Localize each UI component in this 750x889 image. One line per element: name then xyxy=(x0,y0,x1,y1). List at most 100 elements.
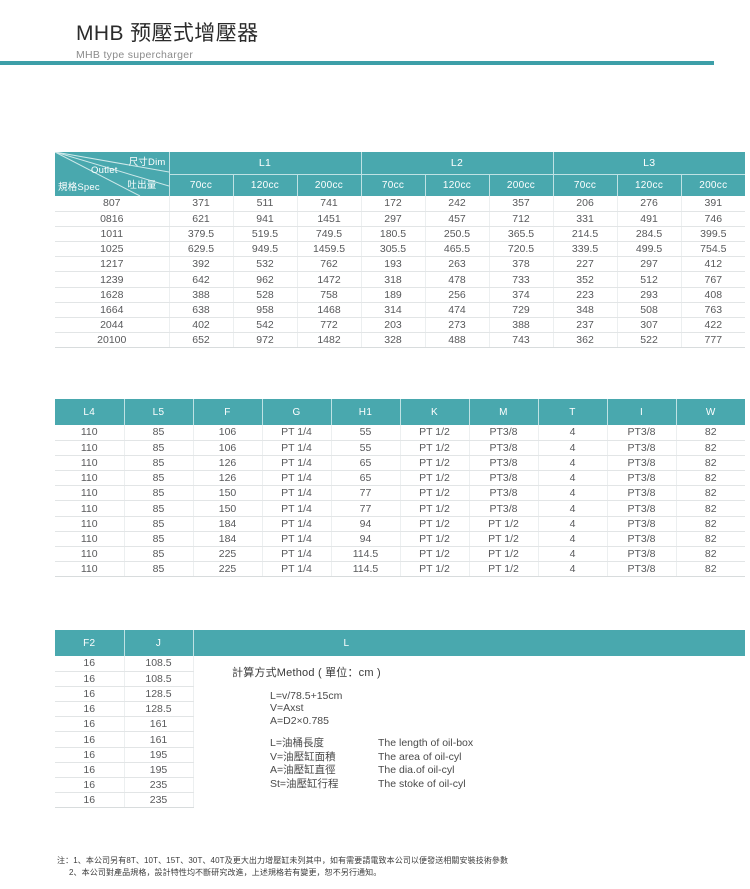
cell-dimension: 227 xyxy=(553,256,618,273)
cell-dimension: 391 xyxy=(681,196,746,212)
cell-k: PT 1/2 xyxy=(400,455,470,472)
table-row: 16 235 xyxy=(55,777,745,794)
cell-h1: 55 xyxy=(331,440,401,456)
cell-l4: 110 xyxy=(55,516,125,532)
cell-w: 82 xyxy=(676,546,745,563)
cell-l-spacer xyxy=(193,686,745,702)
cell-dimension: 743 xyxy=(489,332,554,349)
definition-zh: St=油壓缸行程 xyxy=(270,777,339,790)
cell-f2: 16 xyxy=(55,747,125,763)
cell-h1: 114.5 xyxy=(331,546,401,563)
cell-w: 82 xyxy=(676,561,745,578)
specs-table-header-row: L4 L5 F G H1 K M T I W xyxy=(55,399,745,425)
cell-dimension: 762 xyxy=(297,256,362,273)
table-row: 110 85 150 PT 1/4 77 PT 1/2 PT3/8 4 PT3/8 82 xyxy=(55,500,745,517)
cell-f: 106 xyxy=(193,440,263,456)
cell-dimension: 652 xyxy=(169,332,234,349)
title-block: MHB 预壓式增壓器 MHB type supercharger xyxy=(0,0,750,61)
cell-k: PT 1/2 xyxy=(400,516,470,532)
cell-i: PT3/8 xyxy=(607,425,677,441)
table-row: 20100 652 972 1482 328 488 743 362 522 777 xyxy=(55,332,746,349)
cell-l-spacer xyxy=(193,747,745,763)
cell-j: 128.5 xyxy=(124,701,194,718)
table-row: 16 128.5 xyxy=(55,686,745,703)
cell-w: 82 xyxy=(676,531,745,548)
cell-l4: 110 xyxy=(55,455,125,472)
table-row: 110 85 106 PT 1/4 55 PT 1/2 PT3/8 4 PT3/8 82 xyxy=(55,440,745,456)
cell-dimension: 1468 xyxy=(297,302,362,319)
cell-h1: 94 xyxy=(331,531,401,548)
table-row: 16 235 xyxy=(55,792,745,809)
cell-dimension: 474 xyxy=(425,302,490,319)
cell-dimension: 767 xyxy=(681,271,746,288)
cell-f: 126 xyxy=(193,455,263,472)
cell-dimension: 189 xyxy=(361,287,426,303)
footnote-line-1: 注：1、本公司另有8T、10T、15T、30T、40T及更大出力增壓缸未列其中，… xyxy=(57,856,509,865)
cell-m: PT3/8 xyxy=(469,455,539,472)
header-f: F xyxy=(193,399,263,425)
cell-dimension: 318 xyxy=(361,271,426,288)
table-row: 16 108.5 xyxy=(55,656,745,672)
cell-dimension: 273 xyxy=(425,317,490,334)
group-header-l2: L2 xyxy=(361,152,554,174)
cell-dimension: 1472 xyxy=(297,271,362,288)
cell-h1: 65 xyxy=(331,470,401,487)
cell-l4: 110 xyxy=(55,500,125,517)
cell-dimension: 522 xyxy=(617,332,682,349)
cell-dimension: 488 xyxy=(425,332,490,349)
cell-j: 235 xyxy=(124,777,194,794)
cell-dimension: 777 xyxy=(681,332,746,349)
table-row: 1239 642 962 1472 318 478 733 352 512 767 xyxy=(55,271,746,288)
cell-spec: 20100 xyxy=(55,332,170,349)
cell-i: PT3/8 xyxy=(607,546,677,563)
cell-dimension: 519.5 xyxy=(233,226,298,243)
cell-g: PT 1/4 xyxy=(262,546,332,563)
cell-m: PT3/8 xyxy=(469,485,539,502)
cell-k: PT 1/2 xyxy=(400,500,470,517)
cell-k: PT 1/2 xyxy=(400,546,470,563)
method-definition-row: St=油壓缸行程 The stoke of oil-cyl xyxy=(270,778,473,792)
cell-dimension: 352 xyxy=(553,271,618,288)
cell-dimension: 754.5 xyxy=(681,241,746,258)
specs-table-body: 110 85 106 PT 1/4 55 PT 1/2 PT3/8 4 PT3/8 82 110 85… xyxy=(55,425,745,578)
table-row: 110 85 106 PT 1/4 55 PT 1/2 PT3/8 4 PT3/8 82 xyxy=(55,425,745,441)
subheader-l2-200cc: 200cc xyxy=(489,173,554,196)
cell-w: 82 xyxy=(676,485,745,502)
cell-l-spacer xyxy=(193,701,745,717)
header-m: M xyxy=(469,399,539,425)
table-row: 2044 402 542 772 203 273 388 237 307 422 xyxy=(55,317,746,334)
cell-dimension: 378 xyxy=(489,256,554,273)
table-row: 1011 379.5 519.5 749.5 180.5 250.5 365.5 214.5 2… xyxy=(55,226,746,243)
table-row: 16 161 xyxy=(55,731,745,748)
corner-label-spec: 規格Spec xyxy=(58,182,100,193)
cell-dimension: 741 xyxy=(297,196,362,212)
cell-dimension: 465.5 xyxy=(425,241,490,258)
definition-zh: V=油壓缸面積 xyxy=(270,750,336,763)
cell-dimension: 206 xyxy=(553,196,618,212)
header-l: L xyxy=(193,630,745,656)
cell-g: PT 1/4 xyxy=(262,425,332,441)
table-row: 16 108.5 xyxy=(55,671,745,687)
subheader-l1-120cc: 120cc xyxy=(233,173,298,196)
cell-dimension: 371 xyxy=(169,196,234,212)
definition-en: The stoke of oil-cyl xyxy=(378,777,466,790)
cell-i: PT3/8 xyxy=(607,500,677,517)
cell-t: 4 xyxy=(538,516,608,532)
page-title: MHB 预壓式增壓器 xyxy=(76,22,259,45)
cell-l5: 85 xyxy=(124,470,194,487)
cell-g: PT 1/4 xyxy=(262,455,332,472)
cell-dimension: 402 xyxy=(169,317,234,334)
method-definition-row: A=油壓缸直徑 The dia.of oil-cyl xyxy=(270,764,473,778)
cell-dimension: 511 xyxy=(233,196,298,212)
cell-dimension: 172 xyxy=(361,196,426,212)
cell-dimension: 242 xyxy=(425,196,490,212)
table-row: 110 85 184 PT 1/4 94 PT 1/2 PT 1/2 4 PT3/8 82 xyxy=(55,531,745,548)
subheader-l3-120cc: 120cc xyxy=(617,173,682,196)
cell-j: 128.5 xyxy=(124,686,194,703)
cell-f: 106 xyxy=(193,425,263,441)
cell-l4: 110 xyxy=(55,561,125,578)
cell-t: 4 xyxy=(538,546,608,563)
cell-t: 4 xyxy=(538,440,608,456)
method-formulas: L=v/78.5+15cm V=Axst A=D2×0.785 xyxy=(232,690,473,728)
